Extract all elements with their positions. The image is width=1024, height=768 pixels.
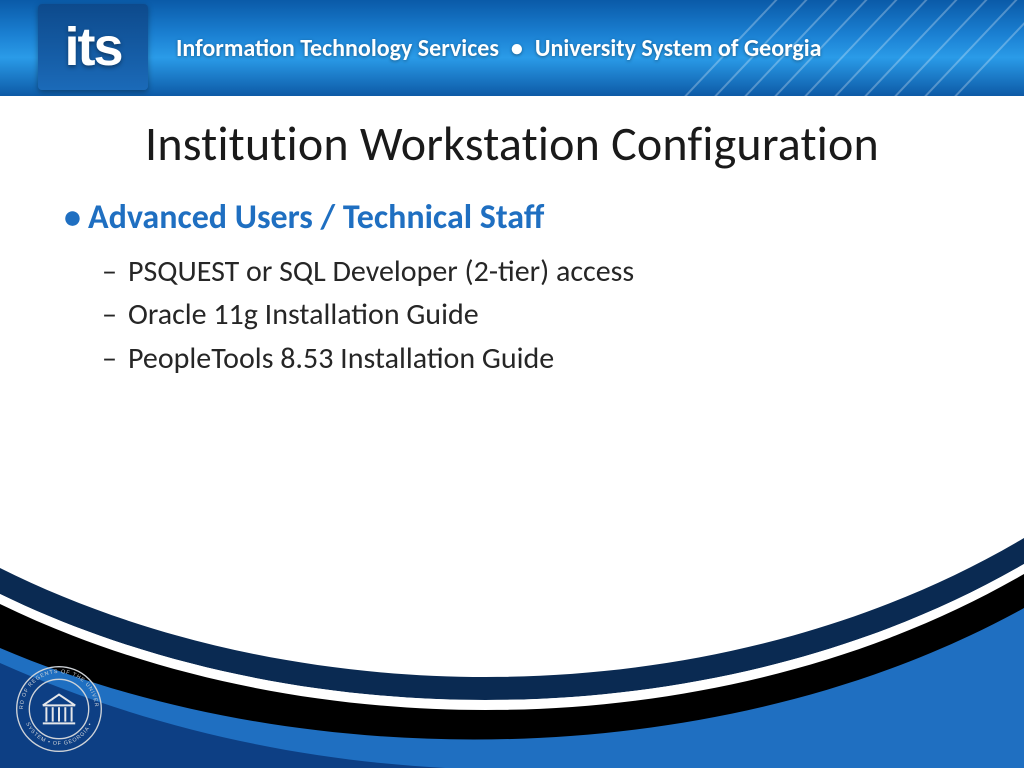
its-logo: its <box>38 4 148 90</box>
bullet-list-level1: Advanced Users / Technical Staff PSQUEST… <box>62 197 962 380</box>
seal-text-top: BOARD OF REGENTS OF THE UNIVERSITY <box>14 664 99 709</box>
list-item: Oracle 11g Installation Guide <box>128 293 962 337</box>
header-org-b: University System of Georgia <box>535 34 822 63</box>
seal-text-bottom: SYSTEM • OF GEORGIA • <box>24 722 94 747</box>
svg-text:SYSTEM • OF GEORGIA •: SYSTEM • OF GEORGIA • <box>24 722 94 747</box>
bullet-list-level2: PSQUEST or SQL Developer (2-tier) access… <box>88 250 962 381</box>
svg-text:BOARD OF REGENTS OF THE UNIVER: BOARD OF REGENTS OF THE UNIVERSITY <box>14 664 99 709</box>
list-item-label: PeopleTools 8.53 Installation Guide <box>128 340 554 377</box>
footer-swoosh <box>0 508 1024 768</box>
header-banner: its Information Technology Services • Un… <box>0 0 1024 96</box>
slide-content: Institution Workstation Configuration Ad… <box>0 96 1024 380</box>
list-item: PSQUEST or SQL Developer (2-tier) access <box>128 250 962 294</box>
list-item-label: Advanced Users / Technical Staff <box>88 197 544 238</box>
header-title: Information Technology Services • Univer… <box>176 0 822 96</box>
presentation-slide: its Information Technology Services • Un… <box>0 0 1024 768</box>
header-org-a: Information Technology Services <box>176 34 499 63</box>
list-item: Advanced Users / Technical Staff PSQUEST… <box>88 197 962 380</box>
list-item-label: PSQUEST or SQL Developer (2-tier) access <box>128 253 634 290</box>
its-logo-text: its <box>64 16 121 78</box>
header-separator: • <box>511 34 523 63</box>
list-item-label: Oracle 11g Installation Guide <box>128 296 479 333</box>
list-item: PeopleTools 8.53 Installation Guide <box>128 337 962 381</box>
university-seal-icon: BOARD OF REGENTS OF THE UNIVERSITY SYSTE… <box>14 664 104 754</box>
slide-title: Institution Workstation Configuration <box>62 114 962 173</box>
